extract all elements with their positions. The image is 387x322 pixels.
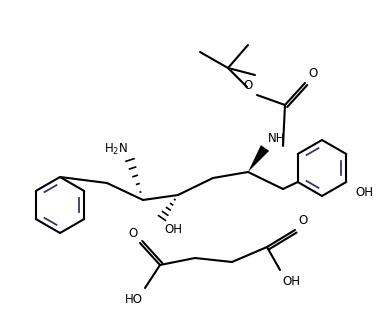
Text: OH: OH (164, 223, 182, 236)
Text: HO: HO (125, 293, 143, 306)
Text: O: O (298, 214, 307, 227)
Text: NH: NH (268, 132, 286, 145)
Text: O: O (308, 67, 317, 80)
Text: O: O (244, 79, 253, 92)
Text: O: O (129, 227, 138, 240)
Polygon shape (248, 145, 269, 172)
Text: H$_2$N: H$_2$N (104, 142, 128, 157)
Text: OH: OH (282, 275, 300, 288)
Text: OH: OH (355, 185, 373, 198)
